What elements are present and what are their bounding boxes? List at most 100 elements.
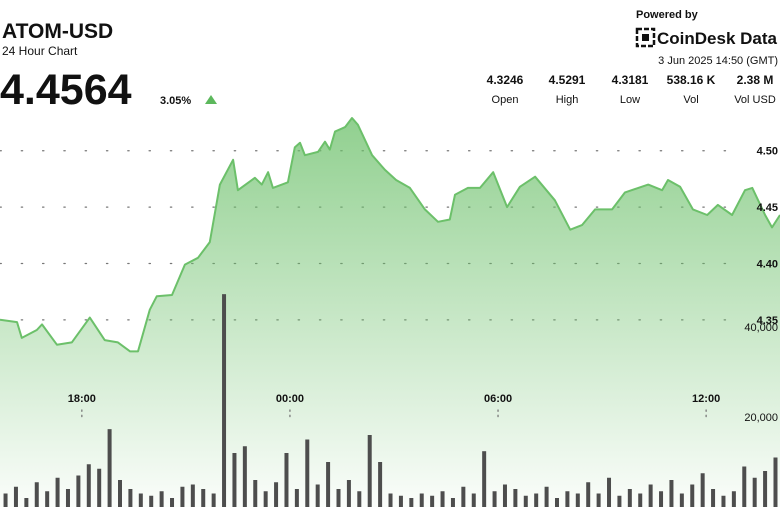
volume-bar xyxy=(773,457,778,507)
volume-bar xyxy=(669,480,674,507)
stat-value: 538.16 K xyxy=(667,73,716,87)
volume-bar xyxy=(263,491,268,507)
volume-bar xyxy=(398,495,403,507)
volume-bar xyxy=(752,477,757,507)
volume-bar xyxy=(45,491,50,507)
stat-label: High xyxy=(556,94,579,106)
brand: CoinDesk Data xyxy=(657,29,778,48)
volume-bar xyxy=(55,477,60,507)
volume-bar xyxy=(554,498,559,507)
volume-bar xyxy=(409,498,414,507)
volume-bar xyxy=(607,477,612,507)
volume-bar xyxy=(502,484,507,507)
volume-bar xyxy=(294,489,299,507)
volume-bar xyxy=(326,462,331,507)
stat-label: Vol xyxy=(683,94,698,106)
volume-bar xyxy=(711,489,716,507)
volume-bar xyxy=(357,491,362,507)
volume-bar xyxy=(378,462,383,507)
up-arrow xyxy=(205,95,217,104)
volume-bar xyxy=(13,486,18,507)
volume-bar xyxy=(284,453,289,507)
volume-bar xyxy=(648,484,653,507)
plot: 4.35 4.40 4.45 4.50 20,000 40,000 18:00 00:00 06… xyxy=(0,117,780,507)
volume-bar xyxy=(97,468,102,507)
change: 3.05% xyxy=(160,95,191,107)
volume-bar xyxy=(211,493,216,507)
price-area xyxy=(0,118,780,507)
x-tick-label: 00:00 xyxy=(276,393,304,405)
volume-bar xyxy=(232,453,237,507)
volume-bar xyxy=(575,493,580,507)
volume-bar xyxy=(201,489,206,507)
stat-label: Vol USD xyxy=(734,94,776,106)
volume-bar xyxy=(586,482,591,507)
y-tick-label: 4.40 xyxy=(757,258,778,270)
volume-bar xyxy=(149,495,154,507)
y-tick-label: 4.35 xyxy=(757,315,778,327)
volume-bar xyxy=(24,498,29,507)
volume-bar xyxy=(367,435,372,507)
x-tick-label: 06:00 xyxy=(484,393,512,405)
stat-value: 2.38 M xyxy=(737,73,774,87)
volume-bar xyxy=(440,491,445,507)
volume-bar xyxy=(523,495,528,507)
volume-bar xyxy=(65,489,70,507)
volume-bar xyxy=(138,493,143,507)
subtitle: 24 Hour Chart xyxy=(2,44,78,58)
volume-bar xyxy=(731,491,736,507)
volume-bar xyxy=(86,464,91,507)
volume-bar xyxy=(638,493,643,507)
volume-bar xyxy=(565,491,570,507)
volume-bar xyxy=(544,486,549,507)
volume-bar xyxy=(128,489,133,507)
volume-bar xyxy=(180,486,185,507)
volume-bar xyxy=(482,451,487,507)
volume-bar xyxy=(617,495,622,507)
powered-by: Powered by xyxy=(636,9,699,21)
price-line xyxy=(0,117,780,353)
volume-bar xyxy=(430,495,435,507)
volume-bar xyxy=(700,473,705,507)
volume-bar xyxy=(242,446,247,507)
volume-bar xyxy=(471,493,476,507)
volume-bar xyxy=(679,493,684,507)
y2-tick-label: 20,000 xyxy=(744,412,778,424)
x-tick-label: 18:00 xyxy=(68,393,96,405)
volume-bar xyxy=(305,439,310,507)
volume-bar xyxy=(659,491,664,507)
y2-tick-label: 40,000 xyxy=(744,322,778,334)
volume-bar xyxy=(159,491,164,507)
timestamp: 3 Jun 2025 14:50 (GMT) xyxy=(658,55,778,67)
stat-value: 4.3246 xyxy=(487,73,524,87)
volume-bar xyxy=(3,493,8,507)
stat-value: 4.5291 xyxy=(549,73,586,87)
volume-bar xyxy=(346,480,351,507)
y-tick-label: 4.50 xyxy=(757,146,778,158)
volume-bar xyxy=(627,489,632,507)
x-tick-label: 12:00 xyxy=(692,393,720,405)
volume-bar xyxy=(461,486,466,507)
volume-bar xyxy=(721,495,726,507)
volume-bar xyxy=(253,480,258,507)
y-tick-label: 4.45 xyxy=(757,202,778,214)
volume-bar xyxy=(742,466,747,507)
ticker: ATOM-USD xyxy=(2,20,113,43)
brand-logo xyxy=(635,27,656,48)
volume-bar xyxy=(596,493,601,507)
volume-bar xyxy=(534,493,539,507)
header: ATOM-USD 24 Hour Chart 4.4564 3.05% Powe… xyxy=(0,9,778,114)
volume-bar xyxy=(763,471,768,507)
volume-bar xyxy=(492,491,497,507)
volume-bar xyxy=(388,493,393,507)
volume-bar xyxy=(690,484,695,507)
volume-bar xyxy=(274,482,279,507)
stat-label: Open xyxy=(492,94,519,106)
volume-bar xyxy=(34,482,39,507)
volume-bar xyxy=(513,489,518,507)
stat-value: 4.3181 xyxy=(612,73,649,87)
volume-bar xyxy=(336,489,341,507)
price: 4.4564 xyxy=(0,66,132,114)
volume-bar xyxy=(107,429,112,507)
